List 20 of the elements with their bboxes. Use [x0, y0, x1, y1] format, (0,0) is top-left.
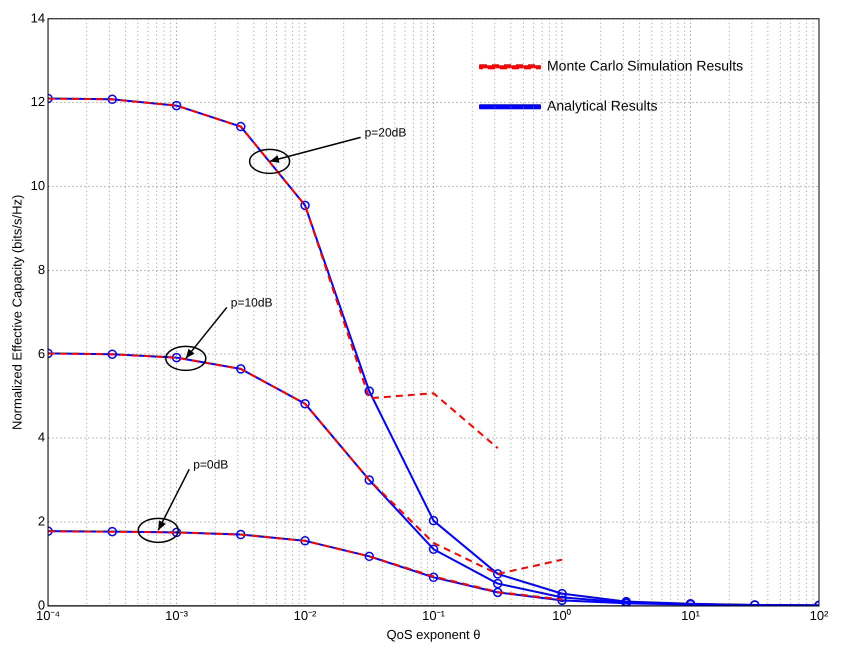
y-tick-label: 6	[38, 346, 46, 361]
x-tick-label: 10⁻¹	[422, 608, 446, 624]
y-axis-title: Normalized Effective Capacity (bits/s/Hz)	[9, 194, 24, 430]
y-tick-label: 12	[30, 94, 46, 110]
x-tick-label: 10⁻²	[294, 608, 318, 624]
x-tick-label: 10⁻³	[165, 608, 189, 624]
y-tick-label: 2	[38, 514, 46, 529]
annotation: p=10dB	[230, 296, 273, 310]
y-tick-label: 10	[30, 178, 46, 194]
x-tick-label: 10¹	[681, 608, 701, 624]
y-tick-label: 8	[38, 262, 46, 277]
x-tick-label: 10⁰	[552, 608, 572, 624]
y-tick-label: 4	[38, 430, 46, 445]
legend-label: Monte Carlo Simulation Results	[547, 58, 744, 74]
annotation: p=0dB	[193, 458, 228, 472]
x-axis-title: QoS exponent θ	[386, 626, 481, 642]
legend-label: Analytical Results	[547, 98, 658, 114]
x-tick-label: 10²	[810, 608, 830, 624]
y-tick-label: 14	[30, 10, 46, 26]
annotation: p=20dB	[364, 126, 406, 140]
